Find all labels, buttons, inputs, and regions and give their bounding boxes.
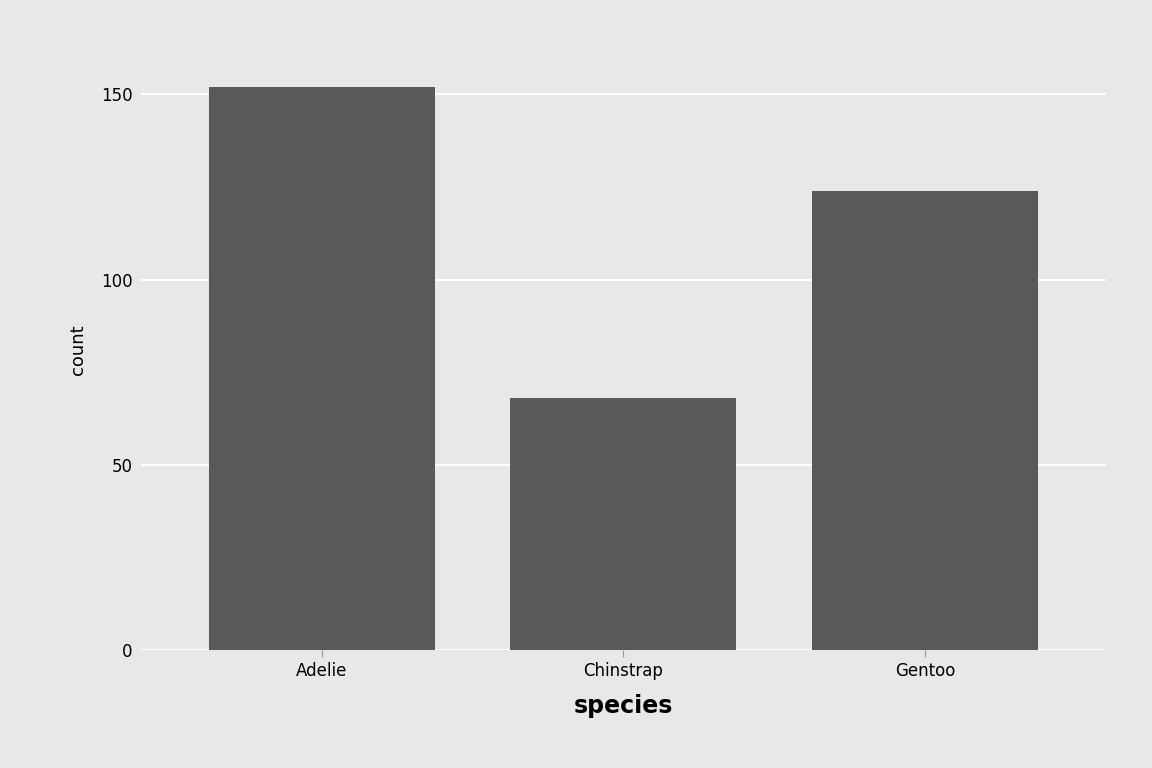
Bar	[812, 190, 1038, 650]
Bar	[510, 398, 736, 650]
Bar	[209, 87, 435, 650]
Y-axis label: count: count	[69, 325, 88, 375]
X-axis label: species: species	[574, 694, 673, 718]
